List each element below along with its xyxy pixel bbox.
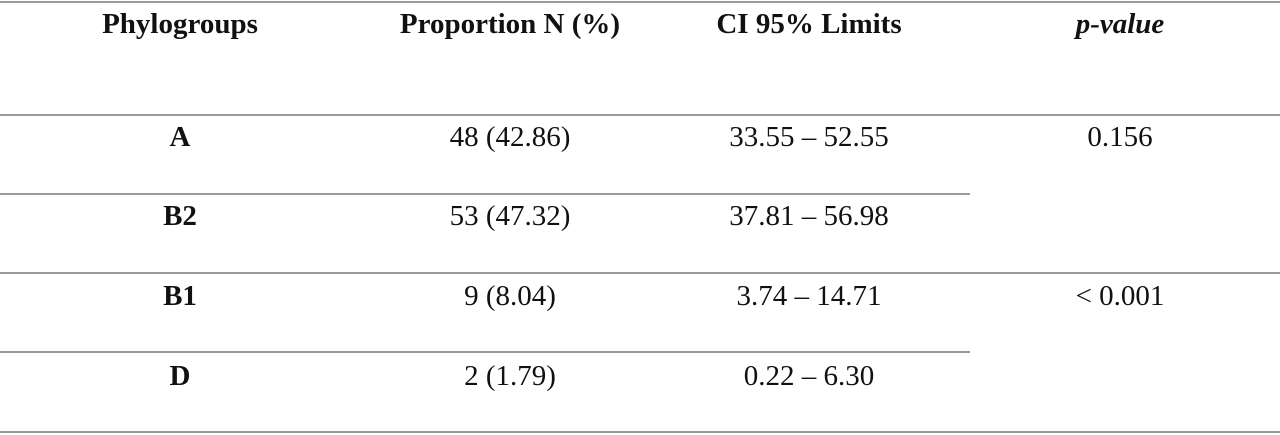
row-divider	[0, 351, 970, 353]
row-a-proportion: 48 (42.86)	[449, 121, 571, 153]
header-proportion: Proportion N (%)	[399, 8, 621, 40]
header-phylogroups: Phylogroups	[102, 8, 258, 40]
row-a-group: A	[169, 121, 191, 153]
row-b1-ci: 3.74 – 14.71	[736, 280, 882, 312]
row-b2-group: B2	[163, 200, 197, 232]
row-divider	[0, 193, 970, 195]
table-top-rule	[0, 1, 1280, 3]
row-d-group: D	[169, 360, 191, 392]
row-b2-ci: 37.81 – 56.98	[729, 200, 889, 232]
row-d-proportion: 2 (1.79)	[464, 360, 556, 392]
row-d-ci: 0.22 – 6.30	[743, 360, 875, 392]
table-bottom-rule	[0, 431, 1280, 433]
row-b1-proportion: 9 (8.04)	[464, 280, 556, 312]
header-bottom-rule	[0, 114, 1280, 116]
row-b2-proportion: 53 (47.32)	[449, 200, 571, 232]
row-a-ci: 33.55 – 52.55	[729, 121, 889, 153]
p-value-b1-d: < 0.001	[1075, 280, 1165, 312]
row-b1-group: B1	[163, 280, 197, 312]
header-ci-limits: CI 95% Limits	[716, 8, 902, 40]
header-p-value: p-value	[1075, 8, 1165, 40]
group-divider	[0, 272, 1280, 274]
p-value-a-b2: 0.156	[1087, 121, 1153, 153]
